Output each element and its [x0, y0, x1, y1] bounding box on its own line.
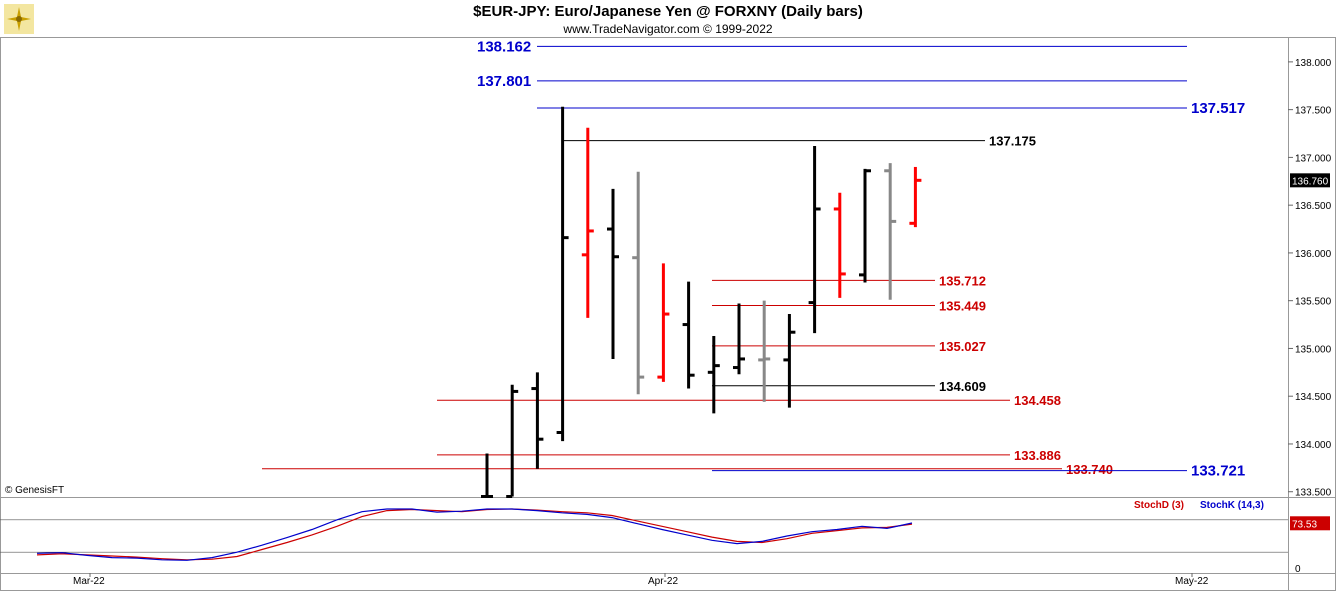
stoch-y-tick: 0 [1295, 564, 1301, 575]
stoch-line [36, 508, 913, 561]
y-axis: 133.500 134.000 134.500 135.000 135.500 136.0… [1288, 58, 1332, 499]
ohlc-bar [707, 336, 720, 414]
y-tick-label: 137.000 [1295, 153, 1332, 164]
x-tick-label: Mar-22 [73, 576, 105, 587]
ohlc-bar [783, 314, 796, 408]
copyright-text: © GenesisFT [5, 485, 65, 496]
ohlc-bar [682, 281, 695, 389]
y-tick-label: 135.500 [1295, 297, 1332, 308]
level-label: 135.027 [939, 339, 986, 354]
ohlc-bar [909, 166, 922, 228]
ohlc-bar [833, 192, 846, 298]
levels-layer: 138.162 137.801 137.517 137.175 135.712 135.4… [262, 38, 1245, 480]
chart-subtitle: www.TradeNavigator.com © 1999-2022 [563, 22, 773, 36]
ohlc-bar [657, 263, 670, 382]
y-tick-label: 137.500 [1295, 106, 1332, 117]
level-label: 137.175 [989, 134, 1036, 149]
y-tick-label: 134.000 [1295, 440, 1332, 451]
ohlc-bar [581, 127, 594, 318]
ohlc-bar [758, 300, 771, 402]
ohlc-bar [808, 145, 821, 334]
level-label: 135.449 [939, 299, 986, 314]
stochk-legend: StochK (14,3) [1200, 500, 1264, 511]
level-label: 133.740 [1066, 462, 1113, 477]
stoch-last-label: 73.53 [1292, 519, 1317, 530]
ohlc-bar [481, 453, 493, 498]
last-price-label: 136.760 [1292, 176, 1329, 187]
level-label: 135.712 [939, 273, 986, 288]
level-label: 138.162 [477, 38, 531, 55]
level-label: 134.609 [939, 379, 986, 394]
level-label: 137.517 [1191, 100, 1245, 117]
ohlc-bar [607, 188, 619, 359]
ohlc-bar [632, 171, 645, 395]
logo-icon [4, 4, 34, 34]
x-tick-label: May-22 [1175, 576, 1209, 587]
chart-title: $EUR-JPY: Euro/Japanese Yen @ FORXNY (Da… [473, 3, 863, 20]
level-label: 133.721 [1191, 463, 1245, 480]
y-tick-label: 136.000 [1295, 249, 1332, 260]
y-tick-label: 133.500 [1295, 488, 1332, 499]
x-tick-label: Apr-22 [648, 576, 678, 587]
level-label: 134.458 [1014, 393, 1061, 408]
y-tick-label: 135.000 [1295, 344, 1332, 355]
ohlc-bar [859, 168, 871, 283]
y-tick-label: 136.500 [1295, 201, 1332, 212]
x-axis: Mar-22 Apr-22 May-22 [73, 573, 1209, 587]
ohlc-bar [733, 303, 745, 375]
stochd-legend: StochD (3) [1134, 500, 1184, 511]
ohlc-bar [506, 384, 519, 498]
ohlc-bar [556, 106, 569, 442]
y-tick-label: 138.000 [1295, 58, 1332, 69]
stoch-last-box [1290, 516, 1330, 531]
ohlc-bar [884, 163, 897, 300]
stochastic-panel: 73.53 0 [0, 508, 1330, 575]
level-label: 137.801 [477, 73, 531, 90]
level-label: 133.886 [1014, 448, 1061, 463]
y-tick-label: 134.500 [1295, 392, 1332, 403]
last-price-box [1290, 173, 1330, 188]
ohlc-bar [531, 372, 544, 469]
bars-layer [481, 106, 922, 498]
